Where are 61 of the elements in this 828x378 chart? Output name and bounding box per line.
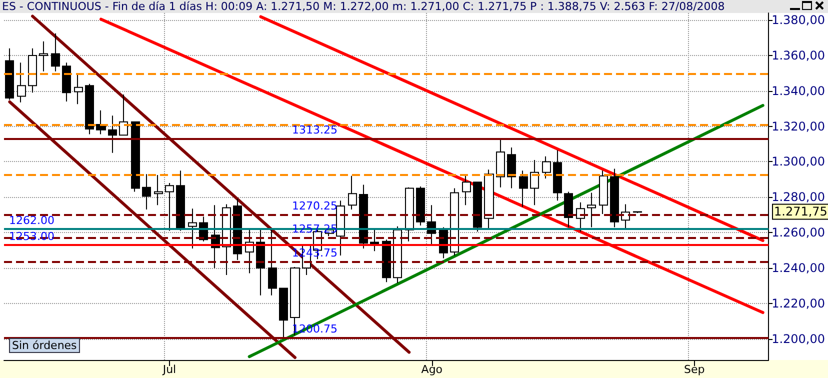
candlestick <box>279 288 288 338</box>
candlestick <box>51 32 60 72</box>
y-tick-label: 1.200,00 <box>772 332 825 346</box>
candlestick <box>416 186 425 226</box>
candlestick <box>359 184 368 249</box>
candlestick <box>450 188 459 256</box>
y-tick-label: 1.220,00 <box>772 296 825 310</box>
y-tick-label: 1.240,00 <box>772 260 825 275</box>
candlestick <box>17 62 26 103</box>
text: 1.271,75 <box>774 204 828 219</box>
x-tick-label: Ago <box>421 363 443 376</box>
candlestick <box>142 174 151 210</box>
y-tick-label: 1.380,00 <box>772 13 825 28</box>
y-tick-label: 1.360,00 <box>772 48 825 62</box>
candlestick <box>405 186 414 242</box>
candlestick <box>108 115 117 154</box>
candlestick <box>268 229 277 296</box>
candlestick <box>564 191 573 228</box>
candlestick <box>393 226 402 284</box>
candlestick <box>553 150 562 202</box>
chart-title: ES - CONTINUOUS - Fin de día 1 días H: 00:09 A: 1.271,50 M: 1.272,00 m: 1.271,00 C: 1.271,75 P : 1.388,75 V: 2.563 F: 27/08/2008 <box>2 0 725 13</box>
candlestick <box>370 228 379 252</box>
candlestick <box>74 72 83 105</box>
candlestick <box>633 210 642 214</box>
x-tick-label: Sep <box>684 363 705 376</box>
y-tick-label: 1.300,00 <box>772 154 825 169</box>
candlestick <box>5 48 14 100</box>
y-tick-label: 1.340,00 <box>772 84 825 98</box>
ref-line-label: 1270.25 <box>292 199 338 212</box>
candlestick <box>587 192 596 228</box>
candlestick <box>599 170 608 214</box>
candlestick <box>462 175 471 206</box>
candlestick <box>131 121 140 192</box>
ref-line-label: 1313.25 <box>292 123 338 136</box>
candlestick <box>484 169 494 230</box>
candlestick <box>496 138 505 188</box>
annotation: Sin órdenes <box>9 338 80 353</box>
x-tick-label: Jul <box>162 363 176 376</box>
candlestick <box>382 239 391 283</box>
ref-line-label: 1262.00 <box>9 214 54 227</box>
y-tick-label: 1.320,00 <box>772 119 825 134</box>
candlestick <box>39 40 48 72</box>
y-tick-label: 1.280,00 <box>772 190 825 204</box>
candlestick <box>507 147 516 189</box>
candlestick <box>188 208 197 249</box>
candlestick <box>62 62 71 102</box>
candlestick <box>519 170 528 208</box>
candlestick <box>473 182 482 232</box>
candlestick <box>28 48 37 94</box>
y-tick-label: 1.260,00 <box>772 226 825 240</box>
candlestick <box>336 200 345 256</box>
candlestick <box>542 156 551 180</box>
candlestick <box>348 175 357 210</box>
candlestick <box>154 174 163 206</box>
candlestick <box>530 159 539 206</box>
candlestick <box>610 168 619 228</box>
candlestick <box>165 182 174 232</box>
candlestick <box>85 83 94 135</box>
candlestick <box>119 94 128 136</box>
candlestick <box>576 202 585 232</box>
candlestick <box>176 170 185 232</box>
